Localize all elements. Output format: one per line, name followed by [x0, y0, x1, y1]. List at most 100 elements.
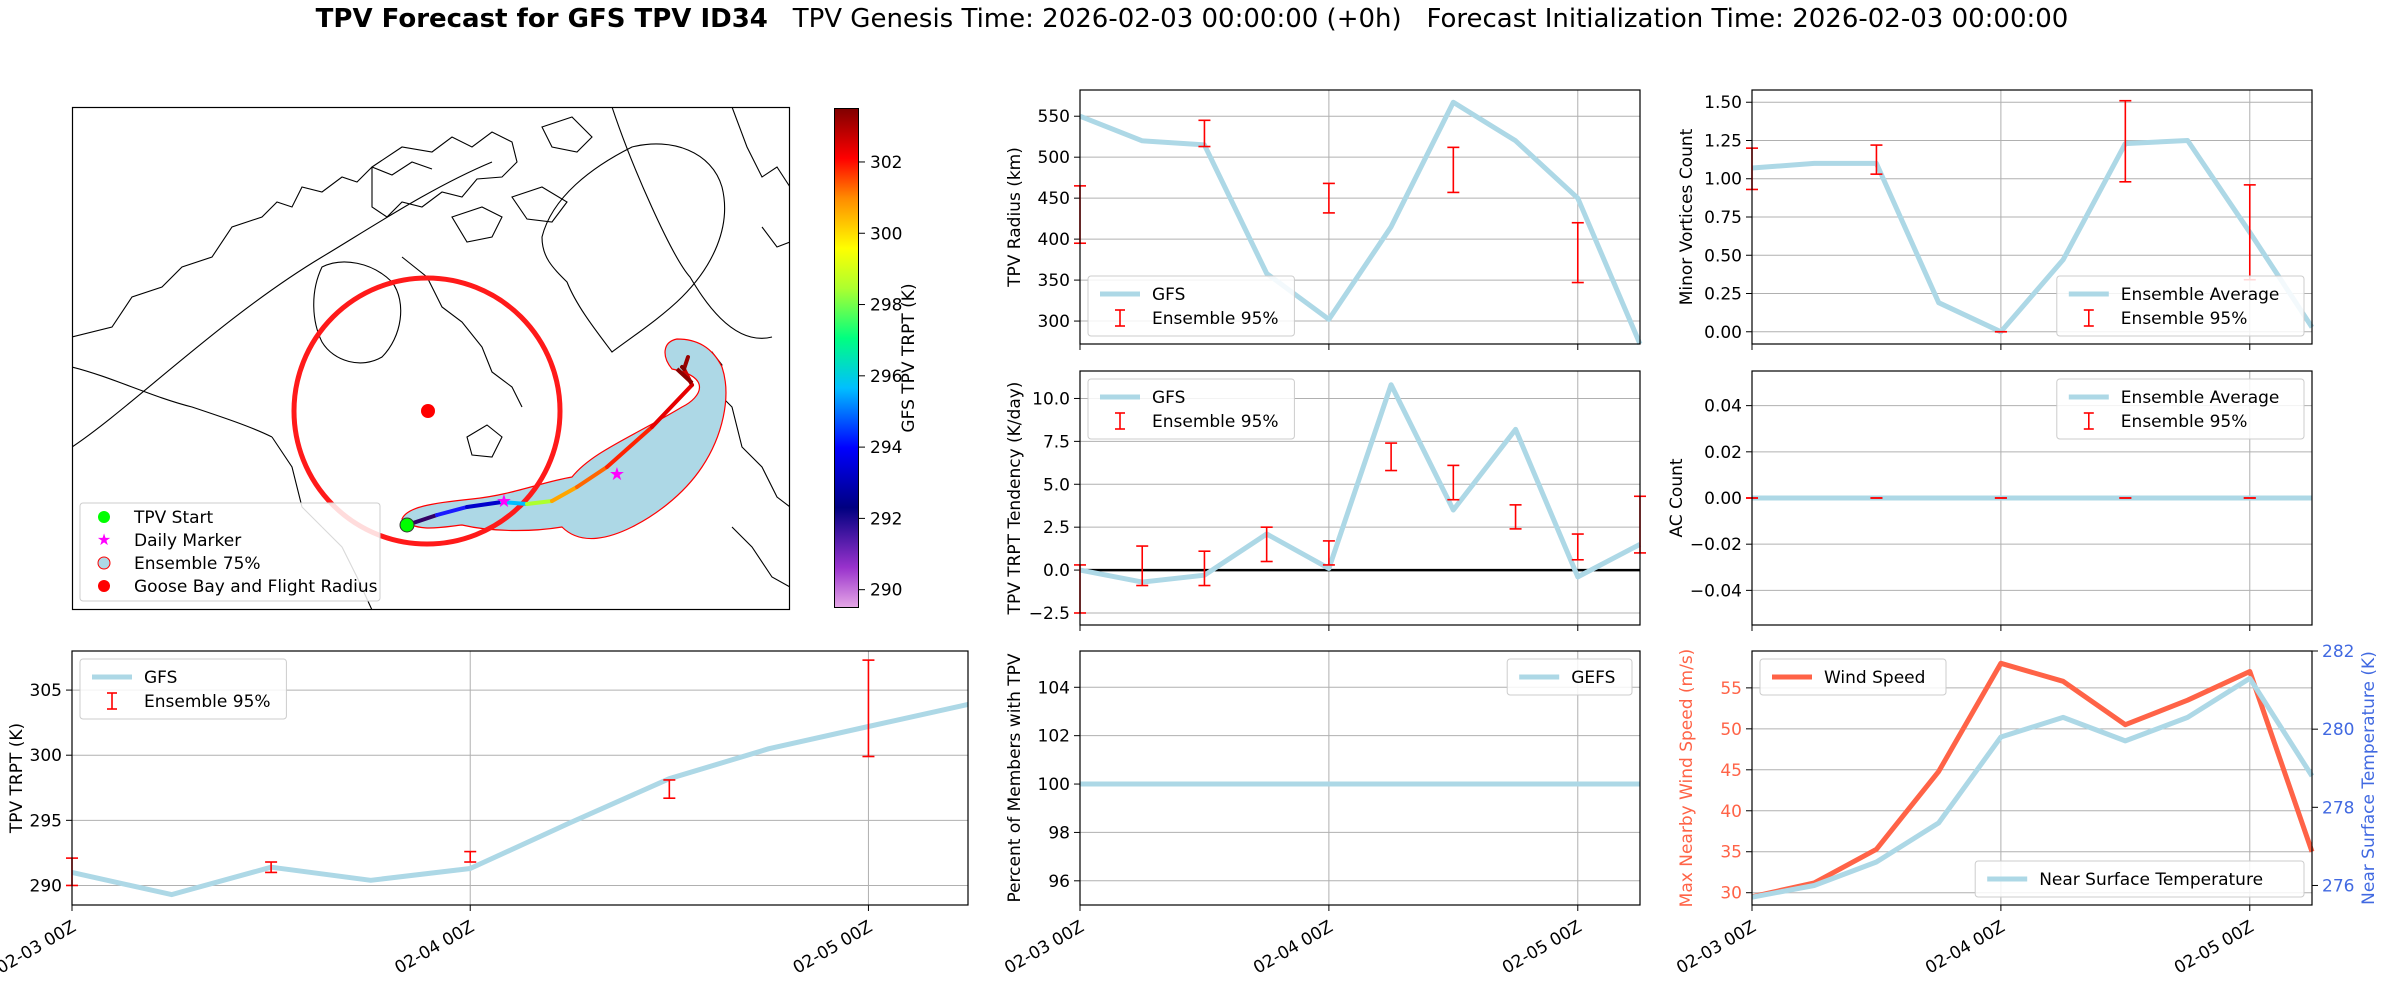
arctic-islands [511, 186, 568, 223]
colorbar-tick-label: 302 [870, 153, 902, 173]
y-tick-label: −0.04 [1690, 581, 1742, 601]
tpv-track-map: ★ ★ TPV Start ★ Daily Marker Ensemble 75… [71, 106, 791, 611]
y-tick-label: −2.5 [1029, 604, 1070, 624]
legend-box [79, 658, 287, 720]
legend-box [2056, 378, 2305, 440]
y-tick-label: 0.02 [1704, 443, 1742, 463]
y-tick-label: 35 [1720, 843, 1742, 863]
series-line-gfs [71, 701, 969, 898]
title-init: Forecast Initialization Time: 2026-02-03… [1426, 4, 2069, 34]
series-line-wind-speed [1751, 660, 2315, 900]
y-tick-label: 102 [1038, 727, 1070, 747]
y-tick-label: 98 [1048, 823, 1070, 843]
legend-label: Near Surface Temperature [2039, 870, 2263, 890]
y-axis-label: TPV TRPT Tendency (K/day) [1005, 382, 1025, 616]
y-tick-label: 2.5 [1043, 518, 1070, 538]
y-tick-label: 0.00 [1704, 323, 1742, 343]
legend-label: Ensemble 95% [2121, 412, 2248, 432]
plot-frame [1751, 89, 2313, 345]
map-legend-item: Ensemble 75% [134, 554, 261, 574]
colorbar-gradient [834, 108, 859, 608]
chart-tpv-trpt: 290 295 300 305 02-03 00Z 02-04 00Z 02-05 00Z T… [0, 650, 969, 978]
plot-frame [1079, 650, 1641, 906]
y-tick-label: 1.25 [1704, 131, 1742, 151]
title-bold: TPV Forecast for GFS TPV ID34 [315, 4, 768, 34]
figure-title: TPV Forecast for GFS TPV ID34 TPV Genesi… [0, 4, 2384, 34]
y-tick-label: 50 [1720, 720, 1742, 740]
y-tick-label: 45 [1720, 761, 1742, 781]
legend-label: Ensemble Average [2121, 285, 2280, 305]
daily-marker-star: ★ [496, 491, 512, 512]
colorbar: 290 292 294 296 298 300 302 GFS TPV TRPT (K) [834, 108, 919, 608]
arctic-islands [541, 116, 593, 153]
y-right-tick-label: 280 [2322, 720, 2354, 740]
y-tick-label: 30 [1720, 884, 1742, 904]
flight-radius-circle [291, 275, 563, 547]
x-tick-label: 02-05 00Z [1499, 917, 1585, 978]
arctic-islands [451, 206, 503, 243]
legend-label: GFS [1152, 285, 1185, 305]
x-tick-label: 02-05 00Z [2171, 917, 2257, 978]
y-tick-label: 300 [1038, 312, 1070, 332]
colorbar-tick-label: 290 [870, 581, 902, 601]
legend-daily-marker-icon: ★ [97, 530, 111, 549]
legend: Ensemble Average Ensemble 95% [2056, 275, 2305, 337]
legend-ensemble-icon [97, 556, 111, 570]
legend-box [1506, 658, 1633, 696]
y-tick-label: 350 [1038, 271, 1070, 291]
y-tick-label: 295 [30, 811, 62, 831]
y-tick-label: 400 [1038, 230, 1070, 250]
x-tick-label: 02-04 00Z [1922, 917, 2008, 978]
y-tick-label: 450 [1038, 189, 1070, 209]
goose-bay-marker [421, 404, 435, 418]
y-tick-label: 40 [1720, 802, 1742, 822]
legend-box [1759, 658, 1947, 696]
y-tick-label: 1.00 [1704, 170, 1742, 190]
chart-wind-temperature: 30 35 40 45 50 55 02-03 00Z 02-04 00Z 02-05 00Z 2… [1673, 642, 2379, 978]
plot-frame [1079, 370, 1641, 626]
daily-marker-star: ★ [609, 464, 625, 485]
greenland [541, 143, 726, 353]
coastline-labrador [401, 256, 523, 408]
legend-label: Wind Speed [1824, 668, 1925, 688]
newfoundland [466, 424, 503, 458]
legend-box [1087, 378, 1295, 440]
plot-frame [1751, 370, 2313, 626]
y-right-tick-label: 276 [2322, 876, 2354, 896]
y-tick-label: 0.75 [1704, 208, 1742, 228]
arctic-islands [371, 131, 518, 218]
y-tick-label: 100 [1038, 775, 1070, 795]
coastline-europe [731, 526, 790, 588]
legend-label: Ensemble 95% [1152, 309, 1279, 329]
series-line-ensemble-average [1751, 138, 2315, 335]
coastline-europe [761, 226, 790, 248]
legend-label: Ensemble 95% [1152, 412, 1279, 432]
tpv-track [405, 355, 694, 527]
map-legend: TPV Start ★ Daily Marker Ensemble 75% Go… [79, 502, 381, 602]
coastline-europe [731, 107, 790, 188]
y-right-axis-label: Near Surface Temperature (K) [2359, 651, 2379, 905]
colorbar-tick-label: 296 [870, 367, 902, 387]
colorbar-tick-label: 294 [870, 438, 902, 458]
y-axis-label: Minor Vortices Count [1677, 128, 1697, 305]
chart-tpv-radius: 300 350 400 450 500 550 TPV Radius (km) GFS Ense… [1005, 89, 1643, 350]
colorbar-label: GFS TPV TRPT (K) [899, 283, 919, 432]
y-axis-label: AC Count [1667, 458, 1687, 537]
colorbar-tick-label: 300 [870, 224, 902, 244]
coastline-europe [711, 386, 790, 508]
y-tick-label: 10.0 [1032, 389, 1070, 409]
map-legend-item: Daily Marker [134, 531, 241, 551]
y-tick-label: 0.50 [1704, 246, 1742, 266]
y-tick-label: 550 [1038, 107, 1070, 127]
chart-minor-vortices: 0.00 0.25 0.50 0.75 1.00 1.25 1.50 Minor Vortic… [1677, 89, 2315, 350]
series-line-near-surface-temperature [1751, 675, 2315, 900]
legend-box [1974, 860, 2305, 898]
y-tick-label: 5.0 [1043, 475, 1070, 495]
y-tick-label: 55 [1720, 679, 1742, 699]
y-axis-label: TPV TRPT (K) [7, 723, 27, 834]
x-tick-label: 02-03 00Z [1001, 917, 1087, 978]
title-genesis: TPV Genesis Time: 2026-02-03 00:00:00 (+… [792, 4, 1402, 34]
x-tick-label: 02-04 00Z [1250, 917, 1336, 978]
coastline-west [72, 366, 273, 438]
map-legend-item: Goose Bay and Flight Radius [134, 577, 378, 597]
